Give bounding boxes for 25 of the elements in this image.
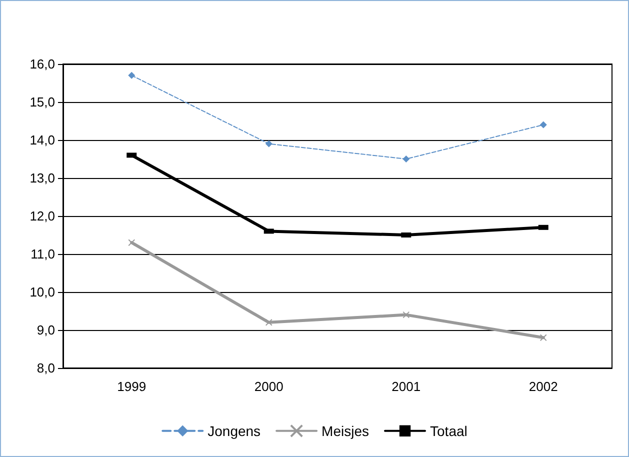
- y-tick-label: 12,0: [30, 208, 55, 224]
- point: [128, 72, 136, 79]
- y-tick-label: 9,0: [36, 322, 55, 338]
- x-tick-label: 2002: [528, 379, 558, 394]
- x-tick-label: 1999: [117, 379, 146, 394]
- y-tick-label: 13,0: [30, 170, 55, 186]
- y-tick-label: 15,0: [30, 94, 55, 110]
- legend-label: Meisjes: [322, 422, 370, 439]
- legend-label: Totaal: [430, 422, 468, 439]
- point: [540, 334, 547, 342]
- point: [128, 239, 136, 246]
- point: [402, 156, 410, 162]
- y-tick-label: 11,0: [30, 246, 55, 262]
- point: [540, 121, 547, 128]
- point: [265, 318, 272, 326]
- x-tick-label: 2001: [392, 379, 421, 394]
- point: [265, 140, 272, 148]
- y-tick-label: 14,0: [30, 132, 55, 148]
- line-series: [128, 239, 547, 342]
- point: [402, 311, 410, 318]
- x-tick-label: 2000: [254, 379, 284, 394]
- y-tick-label: 10,0: [30, 284, 55, 300]
- legend-label: Jongens: [208, 422, 261, 439]
- y-tick-label: 8,0: [36, 360, 55, 376]
- y-tick-label: 16,0: [30, 56, 55, 72]
